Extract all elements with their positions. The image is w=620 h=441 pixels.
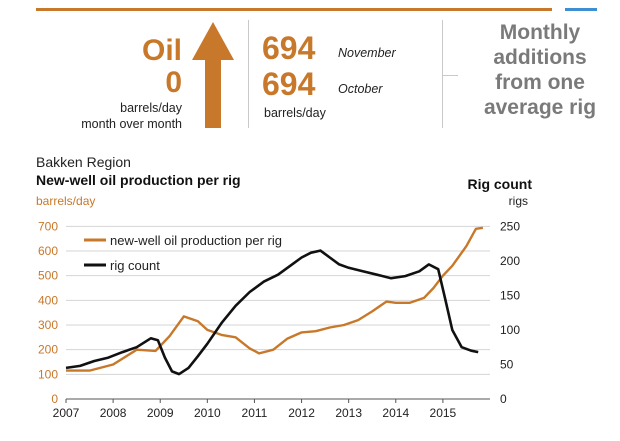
chart-region: Bakken Region [36, 154, 131, 170]
right-axis-tick-label: 150 [500, 288, 520, 302]
legend-label-rig-count: rig count [110, 258, 160, 273]
x-axis-tick-label: 2010 [194, 406, 221, 420]
x-axis-tick-label: 2007 [53, 406, 80, 420]
x-axis-tick-label: 2012 [288, 406, 315, 420]
monthly-line1: Monthly [499, 21, 581, 44]
current-month-label: November [338, 46, 396, 60]
left-axis-tick-label: 600 [38, 244, 58, 258]
x-axis-tick-label: 2013 [335, 406, 362, 420]
x-axis-tick-label: 2015 [430, 406, 457, 420]
monthly-line4: average rig [483, 96, 597, 119]
monthly-additions-note: Monthly additions from one average rig [465, 20, 615, 120]
oil-label: Oil [141, 34, 182, 67]
header-divider [442, 20, 443, 128]
rig-count-series-line [65, 249, 479, 376]
x-axis-tick-label: 2011 [242, 406, 268, 420]
header-divider [248, 20, 249, 128]
previous-month-label: October [338, 82, 383, 96]
monthly-line2: additions [493, 46, 587, 69]
chart-title: New-well oil production per rig [36, 172, 241, 188]
left-axis-tick-label: 300 [38, 318, 58, 332]
previous-month-value: 694 [262, 66, 316, 102]
left-axis-tick-label: 200 [38, 343, 58, 357]
left-axis-tick-label: 0 [51, 392, 58, 406]
header-tick [442, 75, 458, 76]
left-axis-label: barrels/day [36, 194, 96, 208]
header-top-rule-accent [565, 8, 597, 11]
left-axis-tick-label: 500 [38, 269, 58, 283]
monthly-line3: from one [495, 71, 585, 94]
oil-units-line1: barrels/day [120, 101, 182, 115]
oil-units-line2: month over month [81, 117, 182, 131]
right-axis-tick-label: 100 [500, 323, 520, 337]
right-axis-tick-label: 0 [500, 392, 507, 406]
oil-change-value: 0 [165, 66, 182, 99]
oil-change-units: barrels/day month over month [81, 100, 182, 132]
x-axis-tick-label: 2014 [382, 406, 409, 420]
left-axis-tick-label: 700 [38, 219, 58, 233]
left-axis-tick-label: 400 [38, 293, 58, 307]
right-axis-tick-label: 250 [500, 219, 520, 233]
current-month-value: 694 [262, 30, 316, 66]
legend-label-production: new-well oil production per rig [110, 233, 282, 248]
right-axis-label: rigs [508, 194, 528, 208]
value-units: barrels/day [264, 106, 326, 120]
right-axis-tick-label: 200 [500, 254, 520, 268]
x-axis-tick-label: 2009 [147, 406, 174, 420]
up-arrow-icon [192, 22, 234, 128]
x-axis-tick-label: 2008 [100, 406, 127, 420]
production-series-line [66, 226, 484, 372]
header-top-rule [36, 8, 552, 11]
left-axis-tick-label: 100 [38, 367, 58, 381]
right-axis-title: Rig count [467, 176, 532, 192]
right-axis-tick-label: 50 [500, 357, 514, 371]
